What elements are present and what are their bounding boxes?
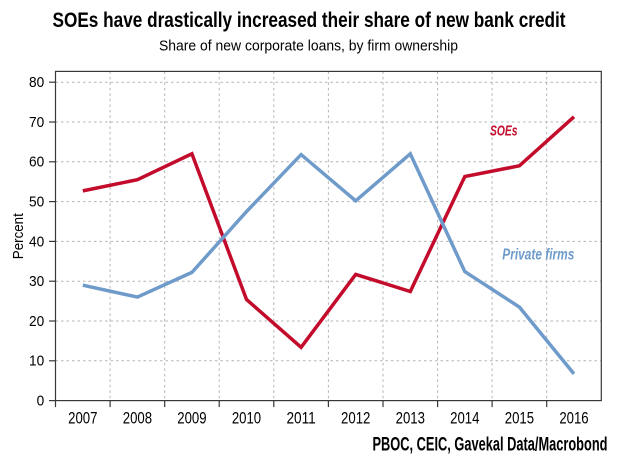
svg-text:2016: 2016 — [559, 409, 588, 427]
svg-text:Share of new corporate loans,: Share of new corporate loans, by firm ow… — [159, 37, 458, 54]
svg-text:2009: 2009 — [177, 409, 206, 427]
svg-text:SOEs have drastically increase: SOEs have drastically increased their sh… — [53, 8, 566, 32]
svg-text:SOEs: SOEs — [490, 123, 518, 140]
svg-text:2008: 2008 — [123, 409, 152, 427]
svg-text:30: 30 — [29, 273, 44, 290]
svg-text:PBOC, CEIC, Gavekal Data/Macro: PBOC, CEIC, Gavekal Data/Macrobond — [373, 435, 608, 456]
svg-text:2015: 2015 — [505, 409, 534, 427]
svg-text:2007: 2007 — [68, 409, 97, 427]
svg-text:Private firms: Private firms — [502, 247, 574, 264]
svg-text:2014: 2014 — [450, 409, 479, 427]
svg-text:80: 80 — [29, 74, 44, 91]
svg-text:2012: 2012 — [341, 409, 370, 427]
svg-text:2010: 2010 — [232, 409, 261, 427]
svg-text:70: 70 — [29, 114, 44, 131]
svg-text:10: 10 — [29, 353, 44, 370]
svg-text:0: 0 — [37, 393, 45, 410]
svg-text:20: 20 — [29, 313, 44, 330]
svg-text:2013: 2013 — [396, 409, 425, 427]
svg-text:40: 40 — [29, 233, 44, 250]
svg-text:Percent: Percent — [10, 212, 27, 259]
svg-text:60: 60 — [29, 154, 44, 171]
svg-text:50: 50 — [29, 194, 44, 211]
svg-text:2011: 2011 — [286, 409, 315, 427]
